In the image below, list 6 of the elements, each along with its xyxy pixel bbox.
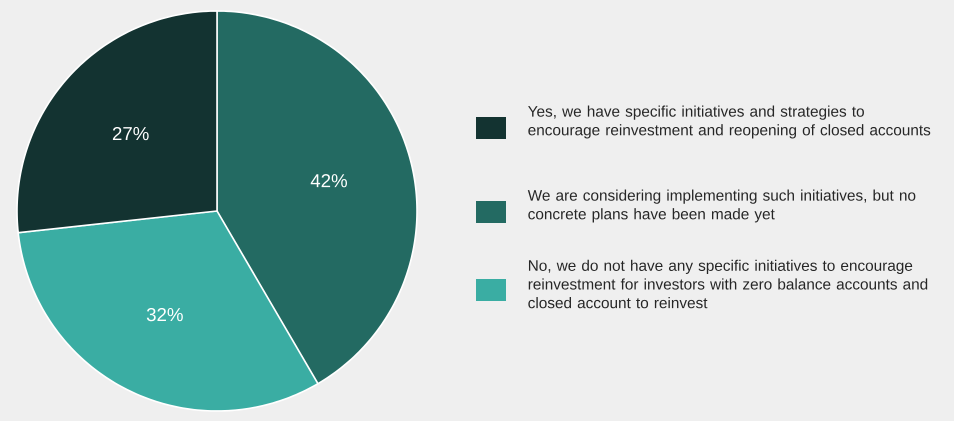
legend-label: No, we do not have any specific initiatives to encourage reinvestment for investors with zero balance accounts and closed account to reinvest [528,260,928,308]
legend-label: We are considering implementing such initiatives, but no concrete plans have been made yet [528,190,916,222]
data-label: 32% [146,308,183,322]
data-label: 42% [310,174,347,188]
data-label: 27% [112,126,149,140]
legend-label: Yes, we have specific initiatives and strategies to encourage reinvestment and reopening of closed accounts [528,106,930,138]
